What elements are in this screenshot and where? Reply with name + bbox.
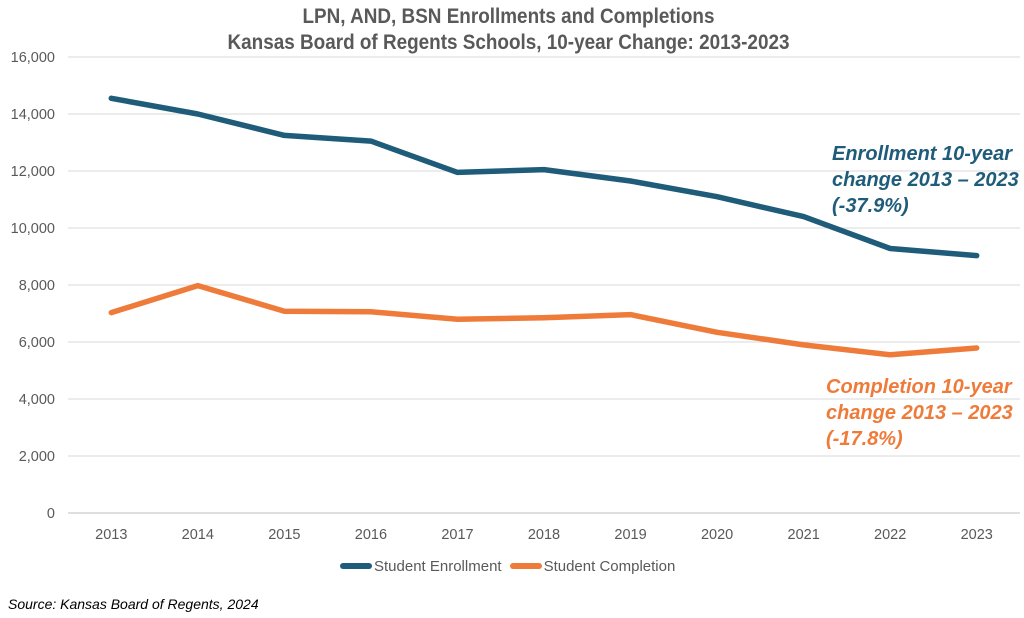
completion-annotation-line-2: change 2013 – 2023 xyxy=(826,402,1013,424)
y-tick-label: 0 xyxy=(47,506,55,522)
line-chart: 0 2,000 4,000 6,000 8,000 10,000 12,000 14,000 1… xyxy=(11,50,1020,543)
legend-label-enrollment: Student Enrollment xyxy=(374,557,502,575)
y-axis-ticks: 0 2,000 4,000 6,000 8,000 10,000 12,000 14,000 1… xyxy=(11,50,55,522)
chart-title-line-1: LPN, AND, BSN Enrollments and Completion… xyxy=(302,5,715,28)
legend-item-completion: Student Completion xyxy=(509,557,676,575)
legend-swatch-completion xyxy=(509,563,542,569)
legend-item-enrollment: Student Enrollment xyxy=(340,558,502,575)
enrollment-annotation: Enrollment 10-year change 2013 – 2023 (-… xyxy=(832,141,1019,219)
y-tick-label: 10,000 xyxy=(11,221,55,237)
x-tick-label: 2016 xyxy=(355,527,387,543)
x-tick-label: 2022 xyxy=(874,527,906,543)
x-tick-label: 2014 xyxy=(182,527,214,543)
y-tick-label: 4,000 xyxy=(19,392,55,408)
x-tick-label: 2015 xyxy=(268,527,300,543)
completion-annotation-line-1: Completion 10-year xyxy=(826,376,1012,398)
source-note: Source: Kansas Board of Regents, 2024 xyxy=(8,596,259,612)
y-tick-label: 2,000 xyxy=(19,449,55,465)
legend: Student Enrollment Student Completion xyxy=(340,556,683,576)
chart-title-line-2: Kansas Board of Regents Schools, 10-year… xyxy=(227,31,790,54)
enrollment-series-line xyxy=(108,95,980,259)
x-tick-label: 2019 xyxy=(614,527,646,543)
y-tick-label: 16,000 xyxy=(11,50,55,66)
x-tick-label: 2013 xyxy=(95,527,127,543)
completion-annotation-line-3: (-17.8%) xyxy=(826,428,903,450)
x-tick-label: 2020 xyxy=(701,527,733,543)
y-tick-label: 14,000 xyxy=(11,107,55,123)
legend-label-completion: Student Completion xyxy=(543,557,676,575)
x-tick-label: 2021 xyxy=(788,527,820,543)
completion-series-line xyxy=(108,282,980,358)
y-tick-label: 8,000 xyxy=(19,278,55,294)
legend-swatch-enrollment xyxy=(340,563,372,569)
x-tick-label: 2018 xyxy=(528,527,560,543)
completion-annotation: Completion 10-year change 2013 – 2023 (-… xyxy=(826,374,1013,452)
x-axis-ticks: 2013 2014 2015 2016 2017 2018 2019 2020 2021 2022… xyxy=(95,527,993,543)
chart-title: LPN, AND, BSN Enrollments and Completion… xyxy=(0,4,1017,56)
x-tick-label: 2017 xyxy=(441,527,473,543)
enrollment-annotation-line-3: (-37.9%) xyxy=(832,195,909,217)
enrollment-annotation-line-2: change 2013 – 2023 xyxy=(832,169,1019,191)
series-lines xyxy=(108,95,980,358)
x-tick-label: 2023 xyxy=(961,527,993,543)
enrollment-annotation-line-1: Enrollment 10-year xyxy=(832,143,1013,165)
y-tick-label: 6,000 xyxy=(19,335,55,351)
y-tick-label: 12,000 xyxy=(11,164,55,180)
